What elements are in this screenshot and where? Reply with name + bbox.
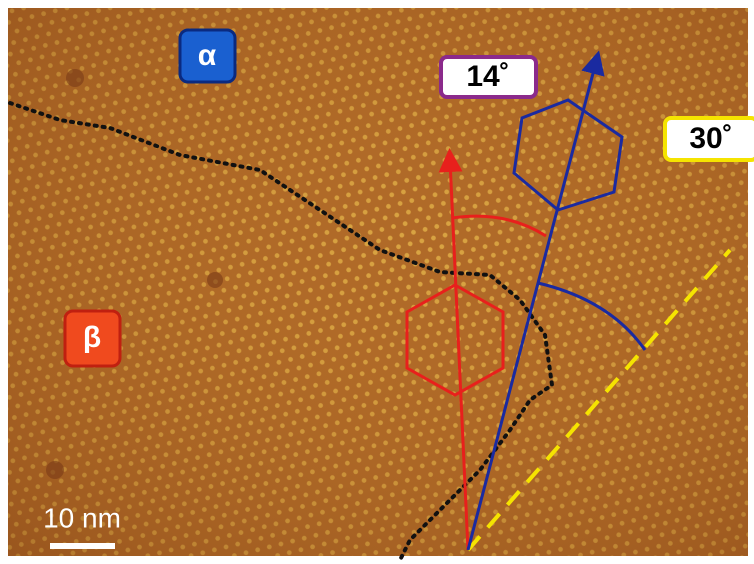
defect [46,461,64,479]
angle-label-30: 30˚ [689,122,732,155]
defect [207,272,223,288]
scale-bar-label: 10 nm [43,502,121,533]
image-shading [8,8,748,556]
figure: α β 14˚ 30˚ 10 nm [0,0,754,564]
defect [66,69,84,87]
beta-label: β [83,321,101,354]
page: {"labels": {"alpha": "α", "beta": "β", "… [0,0,754,564]
alpha-label: α [198,39,217,72]
stm-image [8,8,748,556]
angle-label-14: 14˚ [466,60,509,93]
